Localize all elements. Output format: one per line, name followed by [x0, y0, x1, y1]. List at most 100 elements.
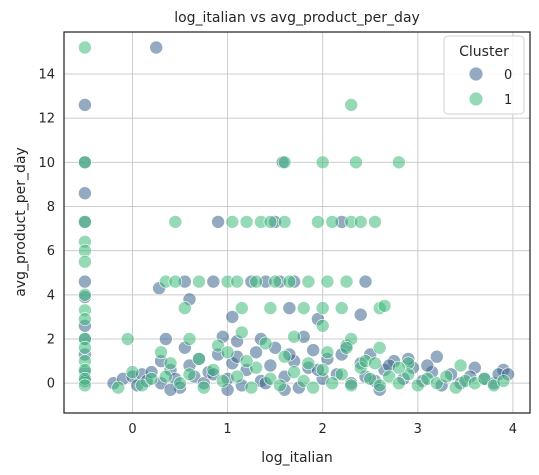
scatter-point-cluster-1: [344, 378, 359, 393]
scatter-point-cluster-0: [420, 358, 435, 373]
scatter-point-cluster-1: [320, 345, 335, 360]
scatter-point-cluster-1: [235, 325, 249, 340]
x-tick-label: 4: [509, 422, 517, 437]
scatter-point-cluster-1: [78, 155, 92, 170]
scatter-point-cluster-1: [325, 215, 340, 229]
scatter-point-cluster-1: [368, 356, 382, 371]
scatter-point-cluster-1: [239, 215, 254, 229]
scatter-point-cluster-1: [182, 332, 197, 346]
scatter-point-cluster-1: [135, 378, 149, 393]
x-ticks: 0 1 2 3 4: [128, 422, 517, 437]
scatter-point-cluster-1: [301, 274, 316, 289]
scatter-point-cluster-1: [334, 367, 349, 382]
scatter-point-cluster-1: [273, 378, 287, 393]
scatter-point-cluster-1: [391, 360, 406, 375]
scatter-point-cluster-1: [339, 340, 354, 355]
scatter-point-cluster-0: [429, 349, 444, 364]
scatter-point-cluster-1: [244, 380, 259, 395]
scatter-point-cluster-1: [120, 332, 135, 346]
x-axis-label: log_italian: [261, 450, 333, 466]
scatter-point-cluster-1: [277, 155, 292, 170]
y-tick-label: 6: [47, 244, 55, 259]
scatter-point-cluster-0: [225, 310, 240, 324]
scatter-point-cluster-1: [372, 340, 387, 355]
scatter-point-cluster-0: [78, 186, 92, 200]
scatter-point-cluster-0: [159, 332, 173, 346]
chart-title: log_italian vs avg_product_per_day: [174, 10, 420, 26]
y-ticks: 0 2 4 6 8 10 12 14: [38, 67, 55, 391]
scatter-point-cluster-1: [363, 371, 378, 386]
scatter-point-cluster-1: [372, 378, 387, 393]
scatter-point-cluster-1: [235, 301, 249, 315]
scatter-point-cluster-1: [282, 274, 297, 289]
legend: Cluster 0 1: [443, 35, 525, 115]
legend-title: Cluster: [459, 44, 509, 60]
scatter-point-cluster-0: [263, 358, 278, 373]
scatter-point-cluster-1: [206, 363, 221, 377]
x-tick-label: 2: [319, 422, 327, 437]
scatter-point-cluster-1: [311, 215, 325, 229]
scatter-point-cluster-1: [268, 274, 282, 289]
scatter-point-cluster-1: [277, 215, 292, 229]
scatter-point-cluster-0: [353, 307, 368, 322]
scatter-point-cluster-1: [168, 274, 183, 289]
scatter-point-cluster-1: [239, 354, 254, 368]
y-tick-label: 12: [38, 112, 55, 127]
scatter-point-cluster-1: [368, 215, 382, 229]
scatter-point-cluster-0: [163, 382, 178, 397]
scatter-point-cluster-1: [325, 376, 340, 391]
data-points: [78, 40, 515, 397]
scatter-point-cluster-1: [78, 378, 92, 393]
scatter-point-cluster-1: [344, 98, 359, 112]
scatter-point-cluster-1: [296, 301, 311, 315]
scatter-point-cluster-1: [192, 274, 206, 289]
scatter-point-cluster-1: [301, 356, 316, 371]
scatter-point-cluster-1: [339, 274, 354, 289]
scatter-point-cluster-1: [287, 329, 301, 344]
scatter-point-cluster-1: [377, 299, 392, 313]
scatter-point-cluster-1: [429, 376, 444, 391]
scatter-point-cluster-0: [149, 40, 163, 55]
scatter-point-cluster-1: [159, 369, 173, 384]
scatter-point-cluster-1: [410, 378, 425, 393]
scatter-point-cluster-1: [197, 380, 211, 395]
y-tick-label: 4: [47, 288, 55, 303]
scatter-point-cluster-1: [249, 274, 263, 289]
plot-frame: [63, 31, 531, 414]
legend-marker-1: [468, 91, 484, 107]
scatter-point-cluster-1: [277, 349, 292, 364]
scatter-point-cluster-1: [192, 352, 206, 366]
scatter-point-cluster-1: [78, 254, 92, 269]
y-tick-label: 14: [38, 67, 55, 82]
scatter-point-cluster-1: [349, 155, 363, 170]
y-axis-label: avg_product_per_day: [13, 147, 29, 297]
scatter-point-cluster-1: [154, 345, 168, 360]
scatter-point-cluster-0: [306, 343, 321, 357]
scatter-point-cluster-1: [477, 371, 492, 386]
scatter-point-cluster-1: [178, 301, 192, 315]
scatter-point-cluster-1: [315, 318, 330, 333]
scatter-point-cluster-0: [206, 274, 221, 289]
scatter-point-cluster-1: [125, 365, 140, 379]
y-tick-label: 10: [38, 156, 55, 171]
y-tick-label: 8: [47, 200, 55, 215]
legend-label-1: 1: [504, 93, 512, 108]
scatter-point-cluster-1: [78, 215, 92, 229]
scatter-point-cluster-1: [225, 215, 240, 229]
scatter-point-cluster-0: [78, 274, 92, 289]
scatter-point-cluster-1: [315, 301, 330, 315]
scatter-point-cluster-1: [78, 40, 92, 55]
scatter-point-cluster-1: [211, 338, 225, 353]
scatter-point-cluster-1: [382, 369, 397, 384]
scatter-point-cluster-1: [453, 358, 468, 373]
scatter-point-cluster-1: [448, 380, 463, 395]
scatter-point-cluster-1: [78, 287, 92, 302]
scatter-point-cluster-1: [263, 215, 278, 229]
scatter-point-cluster-1: [287, 365, 301, 379]
y-tick-label: 0: [47, 377, 55, 392]
scatter-point-cluster-1: [168, 215, 183, 229]
scatter-point-cluster-1: [334, 301, 349, 315]
legend-marker-0: [468, 66, 484, 82]
scatter-point-cluster-1: [391, 376, 406, 391]
